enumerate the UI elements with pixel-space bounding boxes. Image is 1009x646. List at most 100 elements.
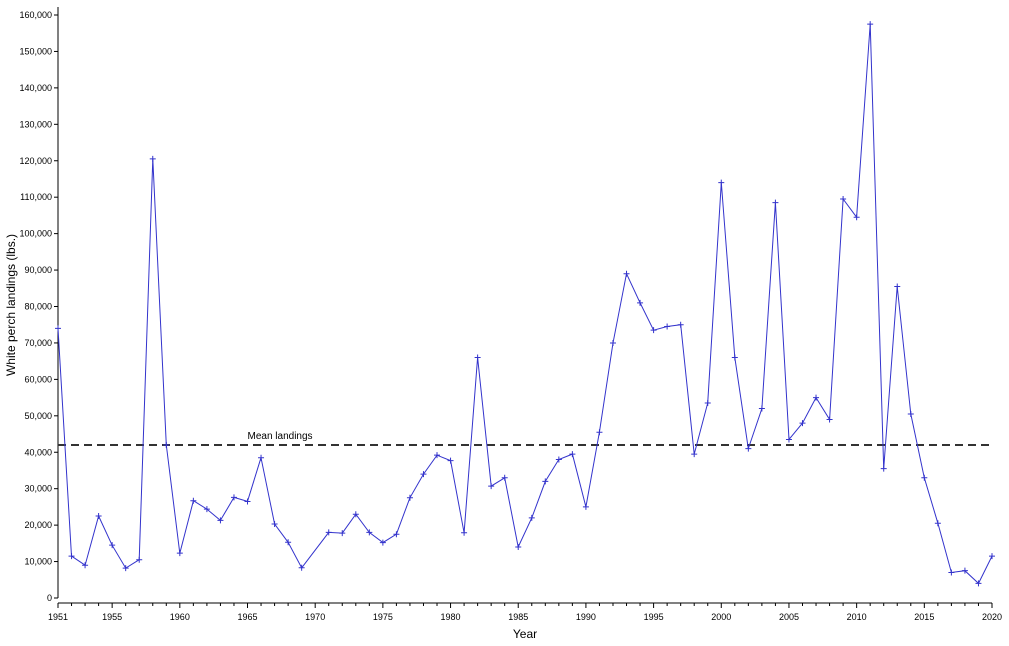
y-tick-label: 80,000 bbox=[24, 302, 52, 312]
y-tick-label: 30,000 bbox=[24, 484, 52, 494]
data-point-marker bbox=[596, 429, 603, 436]
x-axis: 1951 1955 1960 1965 1970 1975 1980 1985 1990 1995… bbox=[48, 602, 1002, 622]
data-point-marker bbox=[934, 520, 941, 527]
x-tick-label: 1951 bbox=[48, 612, 68, 622]
x-tick-label: 2000 bbox=[711, 612, 731, 622]
data-point-marker bbox=[691, 451, 698, 458]
series-line bbox=[57, 24, 993, 585]
data-point-marker bbox=[582, 503, 589, 510]
data-point-marker bbox=[867, 21, 874, 28]
data-point-marker bbox=[258, 454, 265, 461]
data-point-marker bbox=[474, 354, 481, 361]
data-point-marker bbox=[217, 517, 224, 524]
y-tick-label: 0 bbox=[47, 593, 52, 603]
x-tick-label: 2005 bbox=[779, 612, 799, 622]
x-tick-label: 2010 bbox=[847, 612, 867, 622]
y-tick-label: 10,000 bbox=[24, 557, 52, 567]
x-tick-label: 2015 bbox=[914, 612, 934, 622]
data-point-marker bbox=[542, 478, 549, 485]
data-point-marker bbox=[203, 506, 210, 513]
data-point-marker bbox=[109, 542, 116, 549]
data-point-marker bbox=[745, 445, 752, 452]
data-point-marker bbox=[82, 562, 89, 569]
x-tick-label: 1995 bbox=[644, 612, 664, 622]
x-tick-label: 2020 bbox=[982, 612, 1002, 622]
data-point-marker bbox=[420, 471, 427, 478]
data-point-marker bbox=[447, 457, 454, 464]
y-tick-label: 40,000 bbox=[24, 447, 52, 457]
data-point-marker bbox=[664, 323, 671, 330]
y-tick-label: 70,000 bbox=[24, 338, 52, 348]
data-point-marker bbox=[840, 196, 847, 203]
data-point-marker bbox=[176, 550, 183, 557]
data-point-marker bbox=[677, 321, 684, 328]
data-point-marker bbox=[501, 474, 508, 481]
y-tick-label: 90,000 bbox=[24, 265, 52, 275]
x-tick-label: 1980 bbox=[441, 612, 461, 622]
data-point-marker bbox=[271, 521, 278, 528]
data-point-marker bbox=[393, 531, 400, 538]
data-point-marker bbox=[921, 474, 928, 481]
data-point-marker bbox=[650, 327, 657, 334]
data-point-marker bbox=[704, 400, 711, 407]
data-point-marker bbox=[55, 325, 61, 332]
data-point-marker bbox=[528, 514, 535, 521]
data-point-marker bbox=[406, 494, 413, 501]
data-point-marker bbox=[230, 494, 237, 501]
data-point-marker bbox=[555, 456, 562, 463]
data-point-marker bbox=[907, 410, 914, 417]
x-tick-label: 1960 bbox=[170, 612, 190, 622]
x-tick-label: 1965 bbox=[237, 612, 257, 622]
data-point-marker bbox=[623, 270, 630, 277]
data-point-marker bbox=[718, 179, 725, 186]
data-point-marker bbox=[95, 513, 102, 520]
data-point-marker bbox=[68, 553, 75, 560]
data-point-marker bbox=[569, 451, 576, 458]
data-point-marker bbox=[880, 465, 887, 472]
mean-line-group: Mean landings bbox=[58, 431, 992, 446]
data-point-marker bbox=[379, 539, 386, 546]
data-point-marker bbox=[190, 497, 197, 504]
x-tick-label: 1975 bbox=[373, 612, 393, 622]
data-point-marker bbox=[785, 436, 792, 443]
data-point-marker bbox=[461, 529, 468, 536]
y-tick-label: 130,000 bbox=[19, 119, 52, 129]
y-axis-title: White perch landings (lbs.) bbox=[4, 234, 18, 376]
data-point-marker bbox=[731, 354, 738, 361]
data-point-marker bbox=[298, 564, 305, 571]
data-point-marker bbox=[149, 155, 156, 162]
data-point-marker bbox=[244, 498, 251, 505]
data-point-marker bbox=[853, 214, 860, 221]
data-point-marker bbox=[366, 529, 373, 536]
x-tick-label: 1970 bbox=[305, 612, 325, 622]
y-tick-label: 60,000 bbox=[24, 374, 52, 384]
data-point-marker bbox=[637, 299, 644, 306]
data-point-marker bbox=[285, 539, 292, 546]
x-tick-label: 1955 bbox=[102, 612, 122, 622]
y-tick-label: 110,000 bbox=[20, 192, 52, 202]
data-point-marker bbox=[339, 530, 346, 537]
data-point-marker bbox=[136, 556, 143, 563]
data-point-marker bbox=[948, 569, 955, 576]
y-tick-label: 100,000 bbox=[19, 229, 52, 239]
data-point-marker bbox=[488, 483, 495, 490]
x-tick-label: 1990 bbox=[576, 612, 596, 622]
y-axis: 0 10,000 20,000 30,000 40,000 50,000 60,000 70,… bbox=[19, 7, 59, 603]
data-point-marker bbox=[813, 394, 820, 401]
data-point-marker bbox=[352, 511, 359, 518]
data-point-marker bbox=[975, 580, 982, 587]
mean-landings-label: Mean landings bbox=[248, 431, 313, 442]
data-point-marker bbox=[758, 405, 765, 412]
data-point-marker bbox=[894, 283, 901, 290]
data-point-marker bbox=[961, 567, 968, 574]
data-point-marker bbox=[122, 565, 129, 572]
data-point-marker bbox=[826, 416, 833, 423]
series-group bbox=[55, 21, 995, 587]
y-tick-label: 20,000 bbox=[24, 520, 52, 530]
y-tick-label: 150,000 bbox=[19, 46, 52, 56]
y-tick-label: 160,000 bbox=[19, 10, 52, 20]
data-point-marker bbox=[609, 339, 616, 346]
data-point-marker bbox=[163, 441, 170, 448]
x-axis-title: Year bbox=[513, 627, 537, 641]
